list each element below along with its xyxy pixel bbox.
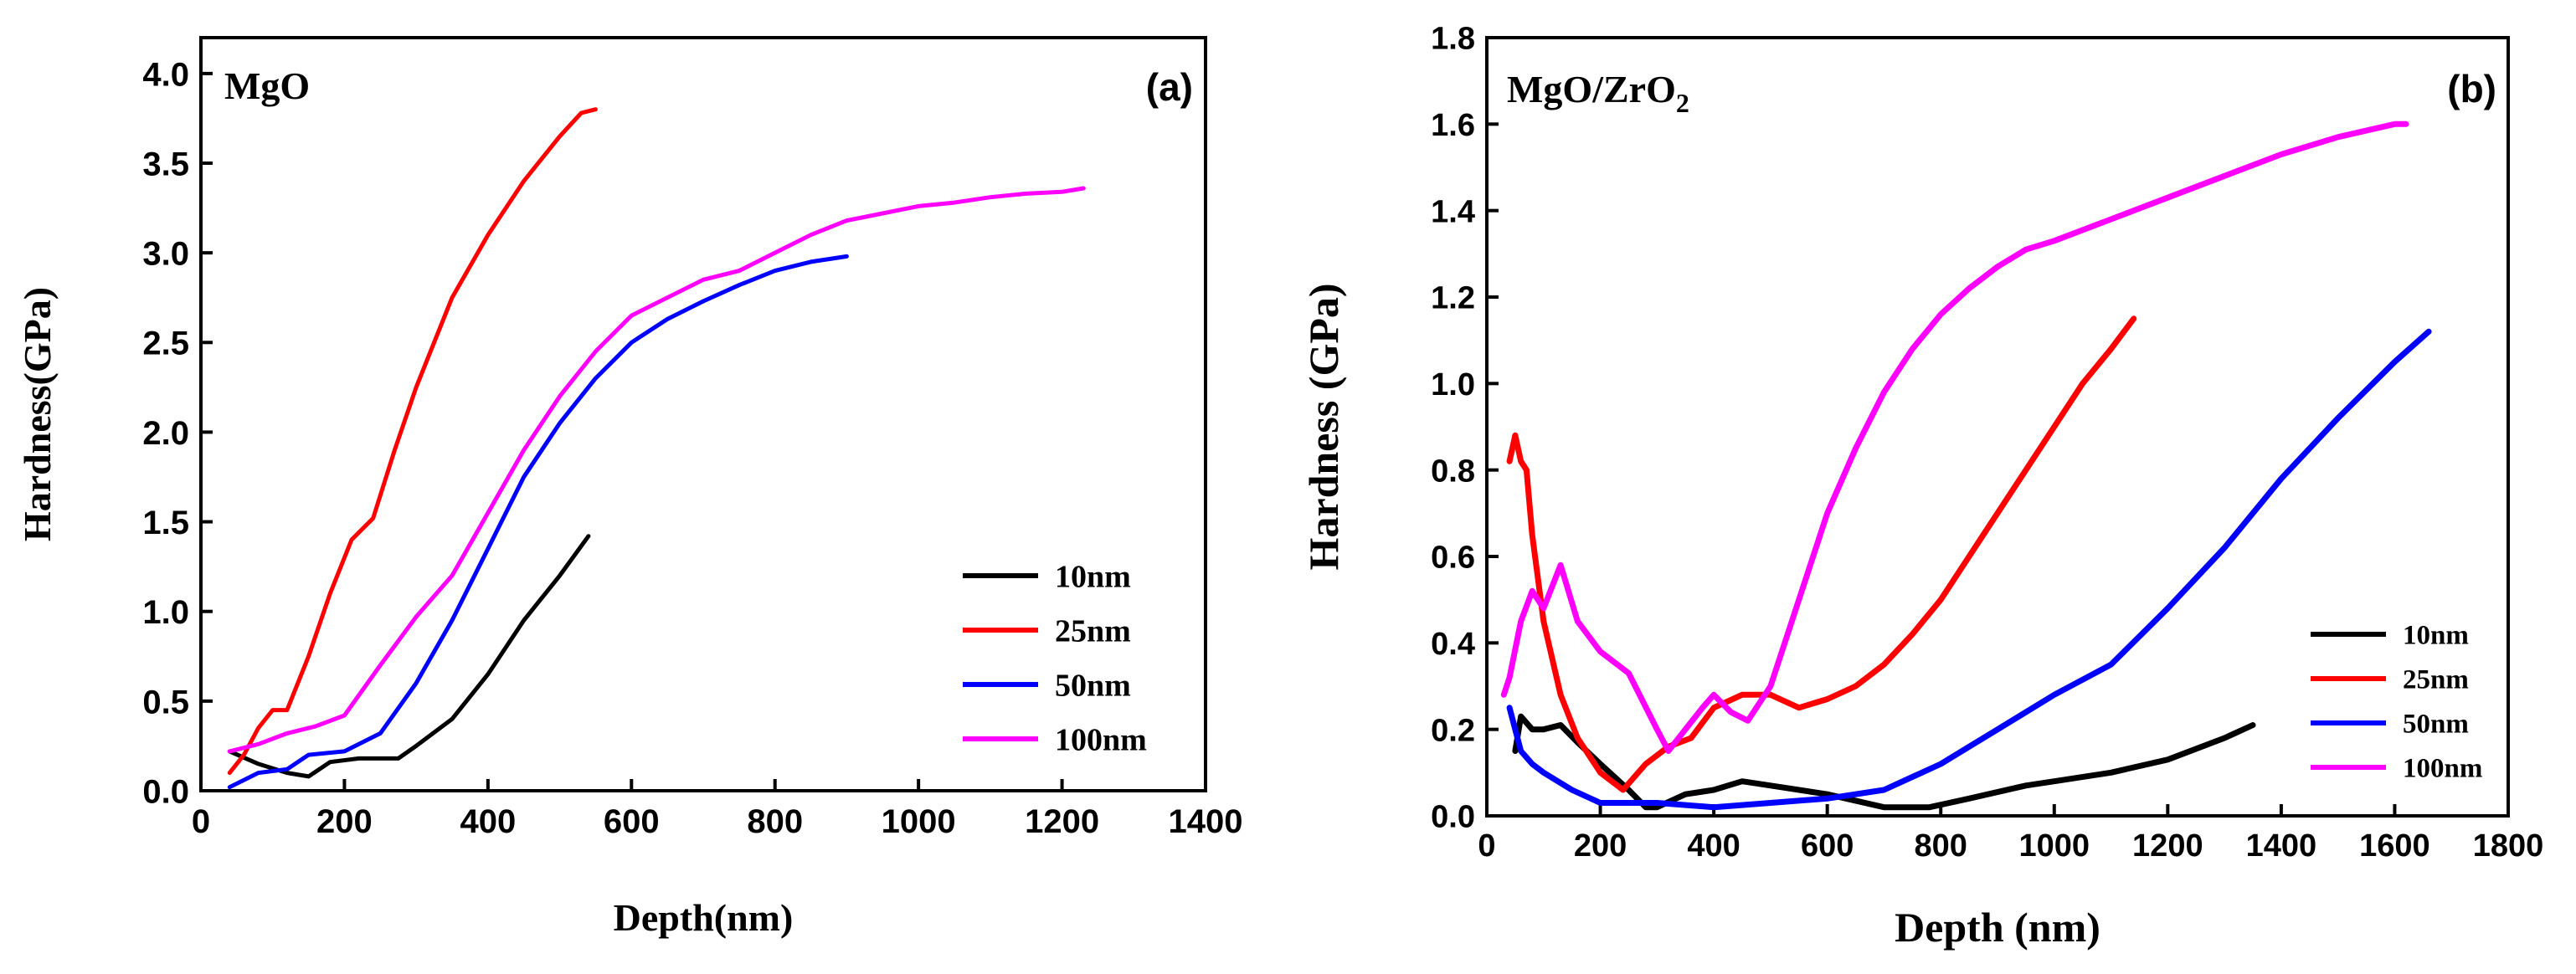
- panel-b-y-tick-label: 1.6: [1431, 108, 1475, 143]
- panel-b-label: (b): [2447, 67, 2496, 110]
- panel-b-y-tick-label: 0.0: [1431, 800, 1475, 835]
- panel-b-x-tick-label: 800: [1915, 828, 1967, 864]
- panel-b-series-line-50nm: [1506, 328, 2432, 811]
- panel-a-y-tick-label: 3.5: [142, 146, 189, 182]
- panel-a-x-tick-label: 1000: [882, 803, 956, 840]
- panel-a-x-tick-label: 0: [192, 803, 210, 840]
- panel-b-title: MgO/ZrO2: [1507, 68, 1689, 118]
- panel-a-legend-label-10nm: 10nm: [1055, 559, 1131, 594]
- panel-a-chart: 0 200 400 600 800 1000 1200 1400 0.0 0.5 1.0 1.5 2.…: [16, 36, 1243, 939]
- panel-b-x-tick-label: 1400: [2246, 828, 2317, 864]
- panel-b-legend-label-100nm: 100nm: [2403, 754, 2482, 784]
- panel-a-label: (a): [1146, 65, 1193, 109]
- panel-a-x-tick-label: 600: [604, 803, 660, 840]
- panel-a-x-tick-label: 800: [747, 803, 803, 840]
- panel-b-y-tick-label: 1.2: [1431, 281, 1475, 316]
- panel-a-title: MgO: [224, 64, 310, 107]
- panel-a-y-tick-label: 2.0: [142, 415, 189, 452]
- panel-a-y-tick-label: 4.0: [142, 56, 189, 93]
- panel-b-y-tick-label: 0.6: [1431, 541, 1475, 576]
- panel-b-y-tick-label: 1.4: [1431, 194, 1475, 229]
- panel-a-series-line-100nm: [227, 186, 1086, 754]
- panel-a-y-tick-label: 0.0: [142, 773, 189, 810]
- panel-a-x-tick-label: 1400: [1169, 803, 1243, 840]
- panel-b-y-tick-label: 0.4: [1431, 627, 1475, 662]
- panel-b-y-tick-label: 0.8: [1431, 454, 1475, 489]
- panel-a-y-tick-label: 0.5: [142, 684, 189, 720]
- panel-a-series-line-25nm: [227, 107, 598, 776]
- panel-a-y-tick-label: 3.0: [142, 236, 189, 273]
- panel-b-x-tick-label: 600: [1801, 828, 1854, 864]
- panel-b-x-tick-label: 400: [1687, 828, 1740, 864]
- panel-b-y-tick-label: 0.2: [1431, 713, 1475, 748]
- panel-b-y-tick-label: 1.8: [1431, 22, 1475, 57]
- panel-a-legend-label-25nm: 25nm: [1055, 613, 1131, 648]
- panel-a-x-axis-title: Depth(nm): [614, 896, 794, 939]
- panel-b-series-line-25nm: [1506, 315, 2137, 793]
- panel-a-x-tick-label: 1200: [1025, 803, 1099, 840]
- panel-b-legend-label-50nm: 50nm: [2403, 710, 2469, 740]
- panel-a-y-axis-title: Hardness(GPa): [16, 287, 59, 541]
- panel-b-x-tick-label: 1600: [2359, 828, 2430, 864]
- panel-b-legend-label-10nm: 10nm: [2403, 621, 2469, 651]
- panel-b-plot-frame: [1485, 36, 2510, 818]
- panel-b-x-axis-title: Depth (nm): [1895, 904, 2100, 951]
- panel-a-series-line-50nm: [227, 254, 849, 790]
- panel-a-x-tick-label: 200: [316, 803, 373, 840]
- panel-b-x-tick-label: 1200: [2132, 828, 2203, 864]
- panel-a-legend: 10nm 25nm 50nm 100nm: [963, 559, 1147, 757]
- panel-b-series-line-10nm: [1512, 713, 2256, 811]
- panel-b-x-tick-label: 1800: [2473, 828, 2544, 864]
- panel-b-legend-label-25nm: 25nm: [2403, 665, 2469, 695]
- panel-b-y-tick-label: 1.0: [1431, 367, 1475, 402]
- panel-a-y-tick-label: 1.0: [142, 594, 189, 631]
- panel-a-legend-label-100nm: 100nm: [1055, 722, 1147, 757]
- panel-a-series-line-10nm: [227, 534, 591, 779]
- panel-b-series-line-100nm: [1500, 120, 2409, 754]
- panel-b-x-tick-label: 0: [1478, 828, 1495, 864]
- panel-b-legend: 10nm 25nm 50nm 100nm: [2311, 621, 2482, 784]
- panel-b-title-main: MgO/ZrO: [1507, 68, 1676, 110]
- panel-b-chart: 0 200 400 600 800 1000 1200 1400 1600 1800 0.0 0.2…: [1300, 22, 2543, 951]
- panel-b-y-axis-title: Hardness (GPa): [1300, 283, 1347, 570]
- panel-a-x-tick-label: 400: [460, 803, 516, 840]
- panel-b-title-subscript: 2: [1676, 88, 1689, 118]
- panel-b-x-tick-label: 200: [1574, 828, 1627, 864]
- panel-a-y-tick-label: 1.5: [142, 505, 189, 541]
- panel-a-y-tick-label: 2.5: [142, 326, 189, 362]
- panel-b-x-tick-label: 1000: [2019, 828, 2090, 864]
- panel-a-legend-label-50nm: 50nm: [1055, 668, 1131, 703]
- panel-a-plot-frame: [199, 36, 1207, 792]
